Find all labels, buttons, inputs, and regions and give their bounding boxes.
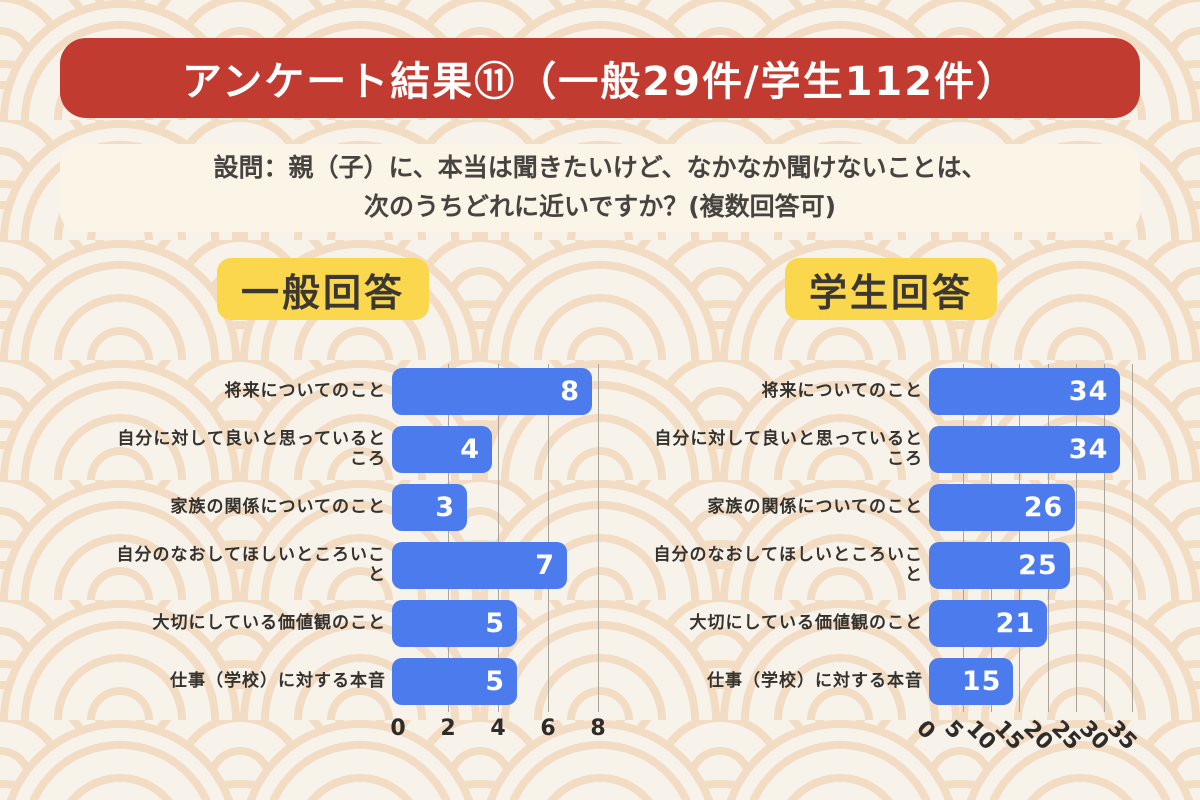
gridline — [448, 364, 449, 712]
chart-row: 自分に対して良いと思っているところ 34 — [637, 420, 1126, 478]
bar-track: 21 — [929, 594, 1126, 652]
bar-track: 34 — [929, 362, 1126, 420]
bar: 7 — [392, 541, 567, 589]
bar: 5 — [392, 599, 517, 647]
chart-row: 大切にしている価値観のこと 5 — [100, 594, 592, 652]
chart-row: 自分に対して良いと思っているところ 4 — [100, 420, 592, 478]
bar-value-label: 5 — [485, 607, 505, 639]
x-tick-label: 6 — [540, 716, 556, 741]
bar-track: 3 — [392, 478, 592, 536]
category-label: 仕事（学校）に対する本音 — [170, 670, 386, 691]
x-tick-label: 0 — [911, 716, 940, 745]
category-label: 大切にしている価値観のこと — [689, 612, 923, 633]
chart-title-student: 学生回答 — [785, 258, 998, 320]
bar-track: 26 — [929, 478, 1126, 536]
bar-value-label: 3 — [435, 491, 455, 523]
bar: 5 — [392, 657, 517, 705]
chart-row: 家族の関係についてのこと 26 — [637, 478, 1126, 536]
page-title-banner: アンケート結果⑪（一般29件/学生112件） — [60, 38, 1140, 118]
chart-row: 家族の関係についてのこと 3 — [100, 478, 592, 536]
category-label: 将来についてのこと — [761, 380, 923, 401]
category-label: 自分に対して良いと思っているところ — [117, 428, 386, 469]
chart-row: 仕事（学校）に対する本音 5 — [100, 652, 592, 710]
chart-rows: 将来についてのこと 34 自分に対して良いと思っているところ 34 家族の関係についての… — [637, 362, 1126, 710]
gridline — [548, 364, 549, 712]
x-tick-label: 2 — [440, 716, 456, 741]
bar: 34 — [929, 367, 1121, 415]
bar-track: 34 — [929, 420, 1126, 478]
x-axis: 0 2 4 6 8 — [390, 716, 605, 786]
chart-row: 仕事（学校）に対する本音 15 — [637, 652, 1126, 710]
category-label: 将来についてのこと — [224, 380, 386, 401]
bar-value-label: 34 — [1068, 433, 1109, 465]
x-tick-label: 35 — [1102, 716, 1142, 756]
chart-row: 大切にしている価値観のこと 21 — [637, 594, 1126, 652]
student-answers-chart: 将来についてのこと 34 自分に対して良いと思っているところ 34 家族の関係についての… — [637, 362, 1197, 792]
category-label: 仕事（学校）に対する本音 — [707, 670, 923, 691]
gridline — [991, 364, 993, 712]
bar: 15 — [929, 657, 1014, 705]
bar-track: 8 — [392, 362, 592, 420]
bar-value-label: 7 — [535, 549, 555, 581]
chart-row: 自分のなおしてほしいところいこと 7 — [100, 536, 592, 594]
category-label: 自分に対して良いと思っているところ — [654, 428, 923, 469]
gridline — [598, 364, 599, 712]
gridline — [498, 364, 499, 712]
gridline — [1132, 364, 1133, 712]
x-tick-label: 8 — [590, 716, 606, 741]
chart-title-general-label: 一般回答 — [241, 270, 406, 315]
bar-value-label: 34 — [1068, 375, 1109, 407]
question-line-1: 設問：親（子）に、本当は聞きたいけど、なかなか聞けないことは、 — [213, 153, 987, 183]
bar: 21 — [929, 599, 1048, 647]
bar-value-label: 25 — [1018, 549, 1058, 581]
bar-track: 25 — [929, 536, 1126, 594]
category-label: 自分のなおしてほしいところいこと — [653, 544, 923, 585]
chart-title-general: 一般回答 — [217, 258, 430, 320]
bar: 3 — [392, 483, 467, 531]
bar: 25 — [929, 541, 1070, 589]
category-label: 家族の関係についてのこと — [170, 496, 386, 517]
bar-track: 7 — [392, 536, 592, 594]
chart-row: 自分のなおしてほしいところいこと 25 — [637, 536, 1126, 594]
bar-value-label: 5 — [485, 665, 505, 697]
bar: 26 — [929, 483, 1076, 531]
page-title: アンケート結果⑪（一般29件/学生112件） — [181, 59, 1019, 105]
bar-value-label: 4 — [460, 433, 480, 465]
gridline — [963, 364, 965, 712]
question-box: 設問：親（子）に、本当は聞きたいけど、なかなか聞けないことは、 次のうちどれに近… — [60, 144, 1140, 232]
plot-gridlines — [935, 364, 1133, 712]
gridline — [1047, 364, 1049, 712]
bar-track: 15 — [929, 652, 1126, 710]
bar-track: 5 — [392, 652, 592, 710]
gridline — [1103, 364, 1105, 712]
bar-value-label: 15 — [961, 665, 1002, 697]
bar: 8 — [392, 367, 592, 415]
gridline — [1019, 364, 1021, 712]
x-tick-label: 4 — [490, 716, 506, 741]
bar: 34 — [929, 425, 1121, 473]
bar-track: 5 — [392, 594, 592, 652]
x-tick-label: 0 — [390, 716, 406, 741]
plot-gridlines — [398, 364, 599, 712]
chart-rows: 将来についてのこと 8 自分に対して良いと思っているところ 4 家族の関係についてのこと… — [100, 362, 592, 710]
bar-track: 4 — [392, 420, 592, 478]
x-axis: 0 5 10 15 20 25 30 35 — [911, 716, 1141, 786]
gridline — [1075, 364, 1077, 712]
chart-title-student-label: 学生回答 — [809, 270, 974, 315]
category-label: 大切にしている価値観のこと — [152, 612, 386, 633]
bar: 4 — [392, 425, 492, 473]
category-label: 自分のなおしてほしいところいこと — [116, 544, 386, 585]
category-label: 家族の関係についてのこと — [707, 496, 923, 517]
chart-row: 将来についてのこと 8 — [100, 362, 592, 420]
bar-value-label: 21 — [995, 607, 1036, 639]
general-answers-chart: 将来についてのこと 8 自分に対して良いと思っているところ 4 家族の関係についてのこと… — [100, 362, 720, 792]
chart-row: 将来についてのこと 34 — [637, 362, 1126, 420]
bar-value-label: 26 — [1023, 491, 1064, 523]
question-line-2: 次のうちどれに近いですか？(複数回答可) — [363, 192, 837, 221]
bar-value-label: 8 — [560, 375, 580, 407]
